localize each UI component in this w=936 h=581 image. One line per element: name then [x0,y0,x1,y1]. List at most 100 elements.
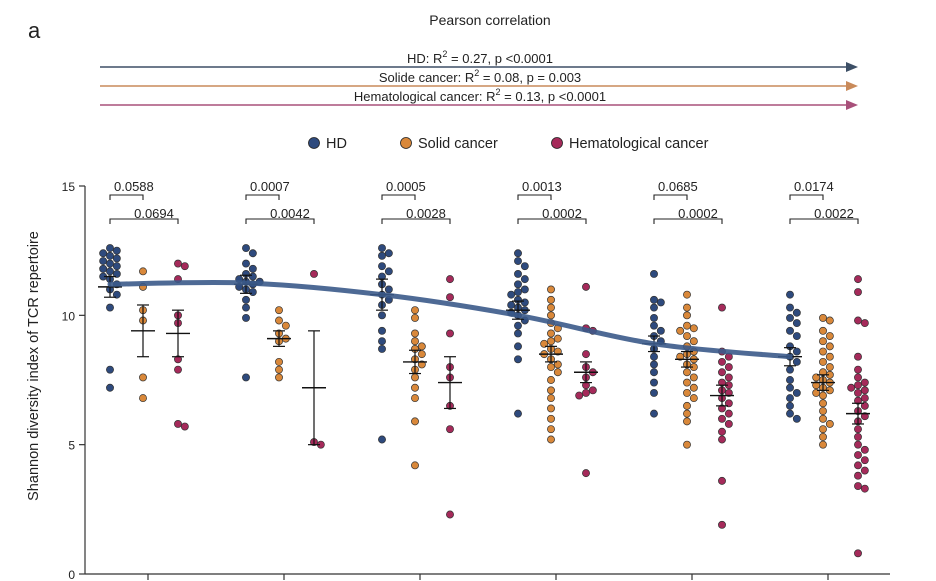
data-point-solid [825,342,834,351]
data-point-hema [718,357,726,366]
data-point-hema [582,469,590,478]
data-point-hd [99,249,108,258]
data-point-solid [411,313,419,322]
data-point-hd [650,269,658,278]
data-point-hd [514,288,522,297]
data-point-solid [547,337,555,346]
data-point-solid [411,417,419,426]
correlation-stat-prefix: Hematological cancer: R [354,89,496,104]
data-point-hd [378,326,386,335]
correlation-stat-text: Solide cancer: R2 = 0.08, p = 0.003 [379,68,581,85]
data-point-solid [275,306,283,315]
data-point-solid [547,376,555,384]
data-point-hema [854,425,862,434]
bracket-hd-vs-hema [109,218,179,224]
header-title: Pearson correlation [429,12,550,28]
data-point-solid [819,337,827,346]
data-point-solid [547,435,555,444]
data-point-hd [378,244,386,253]
data-point-solid [417,342,426,351]
p-value-hd-vs-hema: 0.0022 [814,206,854,221]
data-point-hema [860,386,869,395]
data-point-hema [446,425,454,434]
hd-trend-line [107,279,793,360]
p-value-hd-vs-solid: 0.0005 [386,179,426,194]
p-value-hd-vs-hema: 0.0028 [406,206,446,221]
data-point-solid [547,404,555,413]
data-point-hd [106,244,114,253]
panel-label: a [28,18,41,43]
data-point-solid [683,321,691,330]
data-point-hema [174,365,182,374]
data-point-hema [860,456,869,465]
data-point-hd [378,435,386,444]
correlation-arrow-head [846,62,858,72]
data-point-solid [139,373,147,382]
data-point-solid [683,311,691,320]
data-point-solid [819,399,827,408]
y-axis-label: Shannon diversity index of TCR repertoir… [26,231,42,501]
data-point-hd [378,251,386,260]
correlation-stat-value: = 0.27, p <0.0001 [447,51,553,66]
data-point-hd [106,365,114,374]
data-point-solid [819,391,827,400]
data-point-solid [547,329,555,338]
data-point-hema [854,549,862,558]
data-point-solid [825,363,834,372]
data-point-hd [520,275,529,284]
correlation-stat-prefix: HD: R [407,51,442,66]
correlation-arrow-head [846,81,858,91]
data-point-hema [854,381,862,390]
data-point-hd [112,262,121,271]
legend-marker [308,137,320,149]
data-point-solid [553,334,562,343]
data-point-hd [786,376,794,384]
correlation-stat-value: = 0.13, p <0.0001 [501,89,607,104]
data-point-solid [553,360,562,369]
data-point-hema [718,435,726,444]
data-point-solid [547,303,555,312]
data-point-hema [854,316,862,325]
bracket-hd-vs-solid [653,194,688,200]
bracket-hd-vs-hema [517,218,587,224]
data-point-hd [514,269,522,278]
data-point-solid [683,440,691,449]
data-point-hd [106,267,114,276]
data-point-hd [242,244,250,253]
data-point-solid [275,365,283,374]
data-point-hema [847,383,856,392]
data-point-solid [812,373,821,382]
data-point-hd [106,251,114,260]
data-point-solid [547,394,555,403]
data-point-hd [242,295,250,304]
data-point-solid [683,417,691,426]
data-point-hd [650,303,658,312]
p-value-hd-vs-solid: 0.0685 [658,179,698,194]
data-point-solid [825,316,834,325]
data-point-hema [582,388,590,397]
data-point-solid [411,337,419,346]
data-point-solid [553,368,562,377]
data-point-solid [683,378,691,387]
data-point-solid [676,326,685,335]
data-point-hd [106,303,114,312]
data-point-hd [378,262,386,271]
data-point-hema [310,269,318,278]
legend-marker [551,137,563,149]
data-point-hema [854,288,862,297]
data-point-solid [275,316,283,325]
data-point-hd [656,326,665,335]
correlation-stat-superscript: 2 [442,49,447,59]
data-point-solid [139,394,147,403]
y-tick-label: 15 [62,180,76,194]
data-point-hema [854,352,862,361]
data-point-solid [819,407,827,415]
data-point-hema [718,520,726,529]
data-point-solid [547,386,555,395]
data-point-hema [724,420,733,428]
data-point-hema [860,394,869,403]
data-point-hd [242,313,250,322]
correlation-stat-value: = 0.08, p = 0.003 [479,70,581,85]
data-point-hema [854,451,862,459]
data-point-solid [281,321,290,330]
